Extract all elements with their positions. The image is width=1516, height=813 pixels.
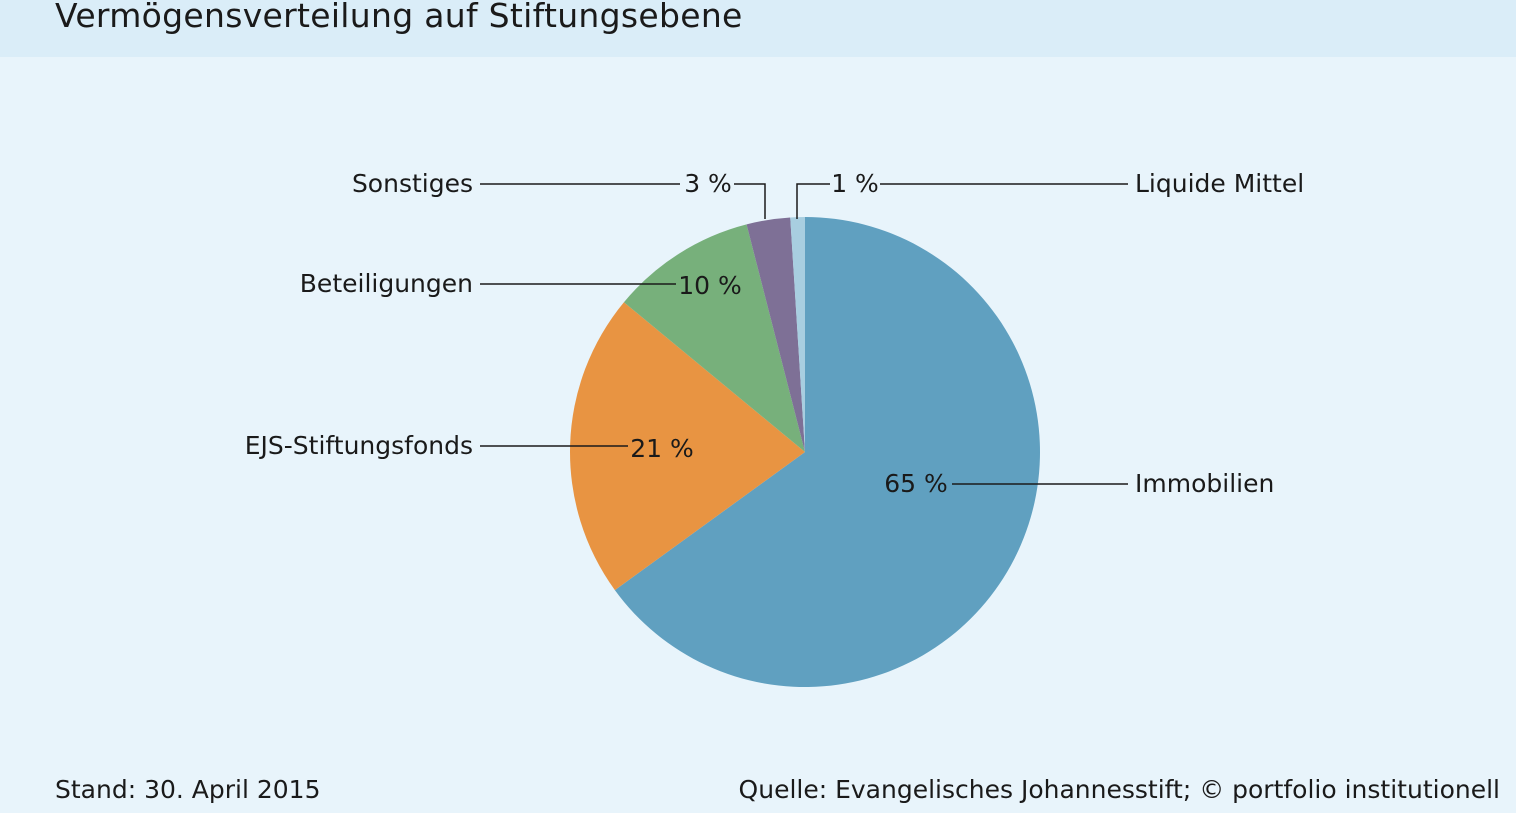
pie-category-label-beteiligungen: Beteiligungen <box>300 269 473 298</box>
pie-slice-ejs-stiftungsfonds <box>570 302 805 591</box>
footer-date: Stand: 30. April 2015 <box>55 775 321 804</box>
leader-line-sonstiges-connector <box>734 183 766 219</box>
pie-value-label-sonstiges: 3 % <box>684 169 732 198</box>
pie-slice-beteiligungen <box>623 224 805 452</box>
pie-category-label-immobilien: Immobilien <box>1135 469 1274 498</box>
leader-line-liquide-mittel-connector <box>796 183 830 219</box>
pie-category-label-liquide-mittel: Liquide Mittel <box>1135 169 1304 198</box>
pie-category-label-ejs-stiftungsfonds: EJS-Stiftungsfonds <box>245 431 473 460</box>
pie-category-label-sonstiges: Sonstiges <box>352 169 473 198</box>
pie-callouts: 65 % Immobilien 21 % EJS-Stiftungsfonds 10 %… <box>245 169 1304 498</box>
chart-title: Vermögensverteilung auf Stiftungsebene <box>55 0 743 35</box>
pie-slice-liquide-mittel <box>790 216 805 452</box>
pie-slice-immobilien <box>614 217 1040 687</box>
pie-value-label-ejs-stiftungsfonds: 21 % <box>630 434 694 463</box>
pie-value-label-liquide-mittel: 1 % <box>831 169 879 198</box>
footer-source: Quelle: Evangelisches Johannesstift; © p… <box>738 775 1500 804</box>
title-bar <box>0 0 1516 57</box>
pie-slice-sonstiges <box>746 217 805 452</box>
pie-slices <box>570 216 1040 687</box>
pie-value-label-beteiligungen: 10 % <box>678 271 742 300</box>
pie-value-label-immobilien: 65 % <box>884 469 948 498</box>
